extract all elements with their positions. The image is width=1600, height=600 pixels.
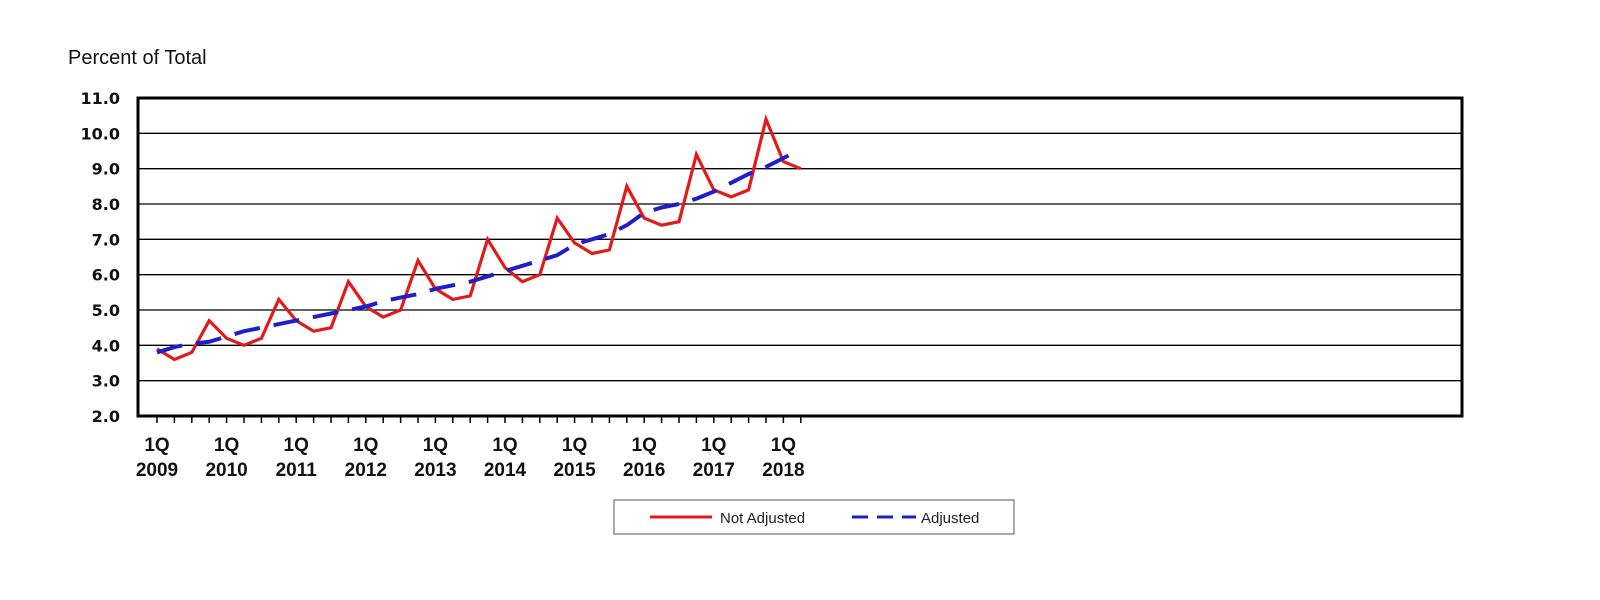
- x-tick-year: 2013: [414, 460, 456, 481]
- y-tick-label: 10.0: [81, 124, 120, 143]
- legend-label-not-adjusted: Not Adjusted: [720, 510, 805, 527]
- x-tick-year: 2012: [345, 460, 387, 481]
- series-line-adjusted: [156, 147, 802, 355]
- legend-label-adjusted: Adjusted: [921, 510, 979, 527]
- x-tick-year: 2011: [276, 460, 318, 481]
- x-tick-year: 2017: [693, 460, 735, 481]
- y-tick-label: 9.0: [92, 160, 120, 179]
- x-tick-quarter: 1Q: [701, 435, 726, 456]
- y-tick-label: 2.0: [92, 407, 120, 426]
- x-tick-year: 2018: [762, 460, 804, 481]
- x-tick-year: 2016: [623, 460, 665, 481]
- x-tick-year: 2015: [553, 460, 596, 481]
- x-tick-quarter: 1Q: [144, 435, 169, 456]
- y-tick-label: 7.0: [92, 230, 120, 249]
- x-tick-quarter: 1Q: [771, 435, 796, 456]
- x-tick-quarter: 1Q: [214, 435, 239, 456]
- y-tick-label: 11.0: [81, 89, 120, 108]
- series-lines: [156, 114, 802, 362]
- plot-frame: [136, 96, 1464, 418]
- y-tick-label: 5.0: [92, 301, 120, 320]
- x-tick-quarter: 1Q: [562, 435, 587, 456]
- x-tick-quarter: 1Q: [353, 435, 378, 456]
- x-tick-quarter: 1Q: [423, 435, 448, 456]
- x-tick-year: 2014: [484, 460, 527, 481]
- y-tick-label: 3.0: [92, 372, 120, 391]
- x-tick-quarter: 1Q: [492, 435, 517, 456]
- y-tick-label: 8.0: [92, 195, 120, 214]
- legend: Not Adjusted Adjusted: [613, 499, 1015, 535]
- y-tick-label: 4.0: [92, 336, 120, 355]
- x-tick-quarter: 1Q: [284, 435, 309, 456]
- x-tick-year: 2010: [205, 460, 247, 481]
- y-axis-label: Percent of Total: [68, 47, 207, 69]
- x-tick-year: 2009: [136, 460, 178, 481]
- gridlines: [138, 97, 1462, 417]
- x-tick-quarter: 1Q: [632, 435, 657, 456]
- y-tick-labels: 2.0 3.0 4.0 5.0 6.0 7.0 8.0 9.0 10.0 11.0: [81, 89, 120, 426]
- y-tick-label: 6.0: [92, 266, 120, 285]
- series-line-not-adjusted: [156, 114, 802, 362]
- x-tick-labels: 1Q 2009 1Q 2010 1Q 2011 1Q 2012 1Q 2013 1Q 2014 1Q 20…: [136, 416, 805, 481]
